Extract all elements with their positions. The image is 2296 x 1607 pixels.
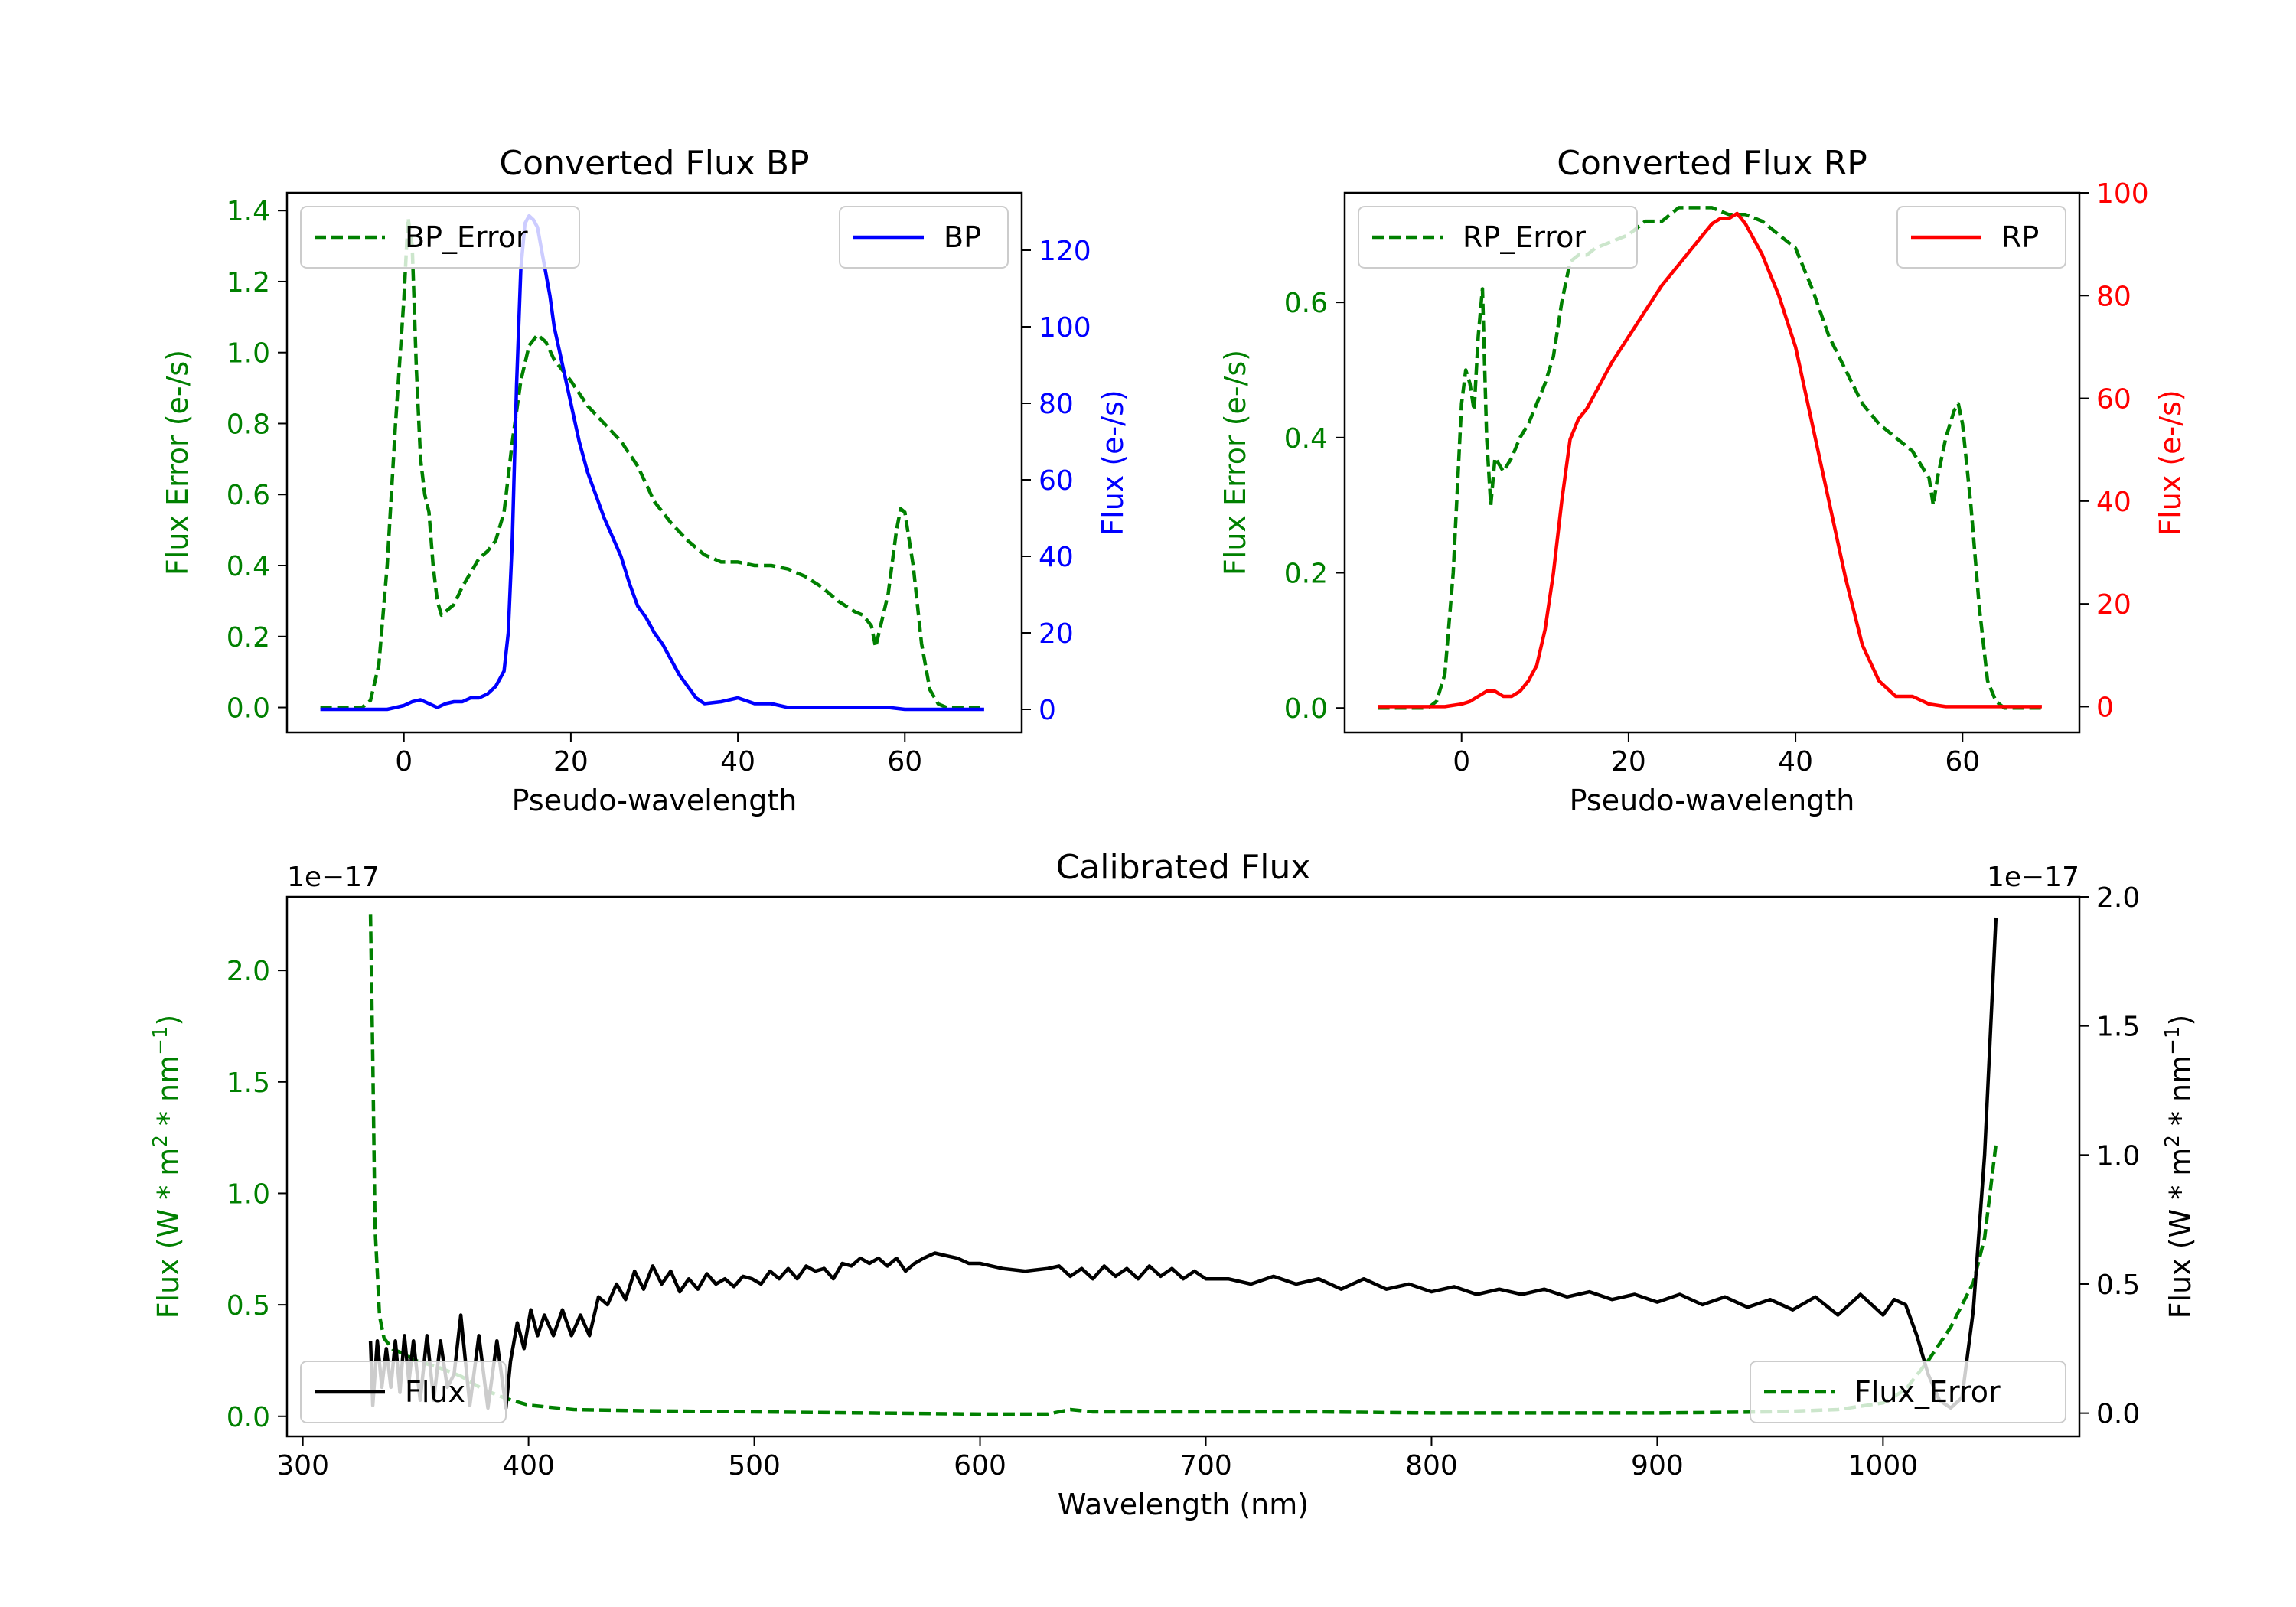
y-right-tick-label: 0.0 (2096, 1399, 2140, 1430)
x-tick-label: 60 (887, 746, 922, 777)
chart-bp: 0 20 40 60 0.0 0.2 0.4 0.6 0.8 1.0 1.2 1.4 0 20 40 60 80… (161, 144, 1130, 817)
plot-frame (285, 191, 1023, 734)
y-left-tick-label: 1.0 (227, 1178, 270, 1210)
y-right-axis-label: Flux (W * m2 * nm−1) (2161, 1015, 2197, 1319)
series-flux-line (368, 917, 1998, 1410)
y-right-tick-label: 1.5 (2096, 1012, 2140, 1043)
y-left-tick-label: 0.6 (227, 480, 270, 511)
y-right-tick-label: 40 (1039, 542, 1074, 573)
chart-title: Calibrated Flux (1056, 848, 1311, 887)
x-tick-label: 600 (954, 1450, 1006, 1482)
y-left-tick-label: 1.2 (227, 267, 270, 298)
series-flux-error-line (368, 914, 1998, 1416)
x-tick-label: 60 (1945, 746, 1980, 777)
y-left-tick-label: 1.5 (227, 1068, 270, 1099)
legend-rp: RP (1896, 206, 2066, 269)
series-bp-line (320, 214, 984, 712)
x-axis-label: Pseudo-wavelength (1570, 784, 1855, 817)
x-tick-label: 0 (1453, 746, 1470, 777)
series-bp-error-line (320, 216, 984, 709)
legend-label: Flux_Error (1854, 1375, 2001, 1409)
legend-box (300, 206, 580, 269)
legend-flux: Flux (300, 1361, 507, 1423)
legend-flux-error: Flux_Error (1750, 1361, 2066, 1423)
y-right-tick-label: 80 (1039, 389, 1074, 420)
y-left-tick-label: 0.4 (1284, 423, 1328, 455)
chart-title: Converted Flux BP (499, 144, 809, 183)
y-right-tick-label: 120 (1039, 236, 1091, 267)
legend-rp-error: RP_Error (1358, 206, 1638, 269)
plot-area (368, 914, 1998, 1416)
chart-title: Converted Flux RP (1557, 144, 1867, 183)
x-tick-label: 0 (395, 746, 413, 777)
legend-bp-error: BP_Error (300, 206, 580, 269)
y-right-tick-label: 0.5 (2096, 1270, 2140, 1301)
x-tick-label: 40 (1778, 746, 1813, 777)
y-right-offset-label: 1e−17 (1987, 862, 2079, 893)
y-left-offset-label: 1e−17 (287, 862, 380, 893)
legend-box (300, 1361, 507, 1423)
y-right-tick-label: 20 (2096, 589, 2131, 621)
x-tick-label: 1000 (1848, 1450, 1919, 1482)
series-rp-error-line (1378, 206, 2042, 710)
legend-label: Flux (405, 1375, 465, 1409)
x-tick-label: 900 (1631, 1450, 1684, 1482)
y-left-tick-label: 0.2 (1284, 559, 1328, 590)
x-tick-label: 20 (553, 746, 589, 777)
y-right-tick-label: 60 (1039, 465, 1074, 497)
plot-frame (1343, 191, 2081, 734)
x-tick-label: 500 (728, 1450, 781, 1482)
y-left-axis-label: Flux (W * m2 * nm−1) (149, 1015, 185, 1319)
plot-frame (285, 895, 2081, 1438)
x-tick-label: 40 (720, 746, 755, 777)
x-tick-label: 800 (1405, 1450, 1458, 1482)
x-axis-label: Pseudo-wavelength (512, 784, 797, 817)
y-right-tick-label: 2.0 (2096, 882, 2140, 914)
x-tick-label: 300 (276, 1450, 329, 1482)
legend-box (1750, 1361, 2066, 1423)
legend-label: RP_Error (1463, 220, 1586, 254)
y-left-axis-label: Flux Error (e-/s) (161, 350, 194, 575)
x-tick-label: 400 (502, 1450, 555, 1482)
y-right-tick-label: 0 (1039, 695, 1056, 726)
y-left-tick-label: 2.0 (227, 956, 270, 987)
y-left-tick-label: 0.8 (227, 409, 270, 440)
y-left-tick-label: 0.0 (227, 693, 270, 725)
y-right-tick-label: 40 (2096, 487, 2131, 518)
chart-cal: 300 400 500 600 700 800 900 1000 0.0 0.5 1.0 1.5 2.0… (149, 848, 2197, 1521)
y-left-tick-label: 0.0 (1284, 693, 1328, 725)
y-right-tick-label: 1.0 (2096, 1140, 2140, 1172)
legend-box (1358, 206, 1638, 269)
y-right-tick-label: 0 (2096, 692, 2114, 723)
legend-bp: BP (839, 206, 1009, 269)
series-rp-line (1378, 211, 2042, 709)
y-right-tick-label: 100 (2096, 178, 2149, 210)
y-right-tick-label: 60 (2096, 384, 2131, 416)
plot-area (320, 214, 984, 712)
x-tick-label: 20 (1611, 746, 1646, 777)
y-left-tick-label: 0.5 (227, 1290, 270, 1322)
y-right-axis-label: Flux (e-/s) (1096, 390, 1130, 535)
plot-area (1378, 206, 2042, 710)
x-axis-label: Wavelength (nm) (1058, 1488, 1309, 1521)
y-left-tick-label: 1.0 (227, 338, 270, 370)
chart-rp: 0 20 40 60 0.0 0.2 0.4 0.6 0 20 40 60 80 100 Converted… (1218, 144, 2187, 817)
x-tick-label: 700 (1179, 1450, 1232, 1482)
legend-label: BP (944, 220, 981, 254)
y-left-tick-label: 1.4 (227, 196, 270, 227)
y-left-tick-label: 0.4 (227, 551, 270, 582)
y-right-tick-label: 80 (2096, 281, 2131, 312)
y-left-tick-label: 0.6 (1284, 288, 1328, 319)
y-left-tick-label: 0.0 (227, 1402, 270, 1433)
y-right-tick-label: 20 (1039, 618, 1074, 650)
y-left-tick-label: 0.2 (227, 622, 270, 654)
legend-label: BP_Error (405, 220, 528, 254)
y-right-axis-label: Flux (e-/s) (2154, 390, 2187, 535)
y-right-tick-label: 100 (1039, 312, 1091, 344)
legend-label: RP (2001, 220, 2039, 254)
y-left-axis-label: Flux Error (e-/s) (1218, 350, 1252, 575)
